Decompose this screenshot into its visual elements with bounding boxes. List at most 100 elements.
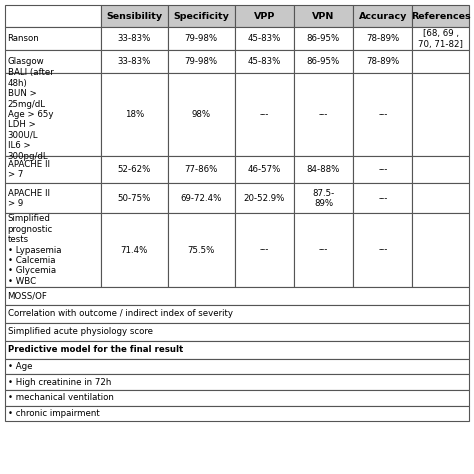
Text: BALI (after
48h)
BUN >
25mg/dL
Age > 65y
LDH >
300U/L
IL6 >
300pg/dL: BALI (after 48h) BUN > 25mg/dL Age > 65y… bbox=[8, 68, 54, 161]
Bar bbox=[294, 183, 353, 213]
Bar bbox=[5, 359, 469, 374]
Bar bbox=[412, 156, 469, 183]
Text: APACHE II
> 7: APACHE II > 7 bbox=[8, 160, 50, 179]
Bar bbox=[168, 50, 235, 73]
Text: 45-83%: 45-83% bbox=[247, 35, 281, 43]
Bar bbox=[353, 183, 412, 213]
Bar bbox=[294, 213, 353, 287]
Text: Correlation with outcome / indirect index of severity: Correlation with outcome / indirect inde… bbox=[8, 310, 233, 318]
Bar bbox=[294, 50, 353, 73]
Bar bbox=[101, 27, 168, 50]
Text: 77-86%: 77-86% bbox=[184, 165, 218, 174]
Bar bbox=[235, 73, 294, 156]
Bar bbox=[412, 213, 469, 287]
Bar bbox=[5, 287, 469, 305]
Text: 33-83%: 33-83% bbox=[118, 35, 151, 43]
Bar bbox=[168, 183, 235, 213]
Bar bbox=[412, 183, 469, 213]
Text: Specificity: Specificity bbox=[173, 12, 229, 20]
Bar bbox=[5, 50, 101, 73]
Text: Simplified
prognostic
tests
• Lypasemia
• Calcemia
• Glycemia
• WBC: Simplified prognostic tests • Lypasemia … bbox=[8, 214, 61, 286]
Bar bbox=[294, 27, 353, 50]
Text: Sensibility: Sensibility bbox=[106, 12, 163, 20]
Bar bbox=[5, 183, 101, 213]
Text: 86-95%: 86-95% bbox=[307, 35, 340, 43]
Bar bbox=[353, 50, 412, 73]
Text: • mechanical ventilation: • mechanical ventilation bbox=[8, 393, 113, 402]
Text: ---: --- bbox=[378, 194, 387, 203]
Text: ---: --- bbox=[319, 110, 328, 119]
Text: Accuracy: Accuracy bbox=[359, 12, 407, 20]
Bar bbox=[168, 156, 235, 183]
Text: 46-57%: 46-57% bbox=[247, 165, 281, 174]
Bar bbox=[353, 27, 412, 50]
Text: Predictive model for the final result: Predictive model for the final result bbox=[8, 346, 183, 354]
Bar bbox=[101, 5, 168, 27]
Text: • chronic impairment: • chronic impairment bbox=[8, 409, 100, 418]
Text: • High creatinine in 72h: • High creatinine in 72h bbox=[8, 378, 111, 387]
Bar bbox=[235, 5, 294, 27]
Bar bbox=[235, 50, 294, 73]
Text: 78-89%: 78-89% bbox=[366, 35, 400, 43]
Text: 69-72.4%: 69-72.4% bbox=[181, 194, 222, 203]
Bar bbox=[412, 5, 469, 27]
Bar bbox=[353, 73, 412, 156]
Text: [68, 69 ,
70, 71-82]: [68, 69 , 70, 71-82] bbox=[419, 29, 463, 48]
Bar bbox=[5, 305, 469, 323]
Text: 86-95%: 86-95% bbox=[307, 57, 340, 66]
Bar bbox=[412, 50, 469, 73]
Bar bbox=[5, 5, 101, 27]
Bar bbox=[412, 27, 469, 50]
Text: ---: --- bbox=[259, 246, 269, 255]
Text: 33-83%: 33-83% bbox=[118, 57, 151, 66]
Text: • Age: • Age bbox=[8, 362, 32, 371]
Bar bbox=[101, 73, 168, 156]
Bar bbox=[353, 5, 412, 27]
Bar bbox=[235, 27, 294, 50]
Text: ---: --- bbox=[319, 246, 328, 255]
Bar bbox=[168, 5, 235, 27]
Text: 52-62%: 52-62% bbox=[118, 165, 151, 174]
Bar bbox=[5, 390, 469, 406]
Bar bbox=[101, 156, 168, 183]
Text: 84-88%: 84-88% bbox=[307, 165, 340, 174]
Bar bbox=[412, 73, 469, 156]
Text: 78-89%: 78-89% bbox=[366, 57, 400, 66]
Text: Ranson: Ranson bbox=[8, 35, 39, 43]
Text: ---: --- bbox=[378, 165, 387, 174]
Text: ---: --- bbox=[378, 110, 387, 119]
Text: 20-52.9%: 20-52.9% bbox=[244, 194, 285, 203]
Text: 71.4%: 71.4% bbox=[121, 246, 148, 255]
Text: APACHE II
> 9: APACHE II > 9 bbox=[8, 189, 50, 208]
Bar bbox=[294, 73, 353, 156]
Bar bbox=[101, 50, 168, 73]
Bar bbox=[5, 213, 101, 287]
Text: 50-75%: 50-75% bbox=[118, 194, 151, 203]
Text: VPN: VPN bbox=[312, 12, 335, 20]
Text: Glasgow: Glasgow bbox=[8, 57, 44, 66]
Bar bbox=[294, 5, 353, 27]
Bar bbox=[235, 213, 294, 287]
Text: 79-98%: 79-98% bbox=[184, 35, 218, 43]
Bar bbox=[235, 156, 294, 183]
Text: ---: --- bbox=[378, 246, 387, 255]
Bar bbox=[5, 374, 469, 390]
Bar bbox=[294, 156, 353, 183]
Bar bbox=[168, 213, 235, 287]
Text: 45-83%: 45-83% bbox=[247, 57, 281, 66]
Bar bbox=[5, 73, 101, 156]
Text: MOSS/OF: MOSS/OF bbox=[8, 292, 47, 300]
Bar bbox=[101, 213, 168, 287]
Bar bbox=[5, 341, 469, 359]
Bar bbox=[168, 73, 235, 156]
Text: ---: --- bbox=[259, 110, 269, 119]
Bar bbox=[353, 156, 412, 183]
Text: References: References bbox=[411, 12, 471, 20]
Bar bbox=[235, 183, 294, 213]
Text: 18%: 18% bbox=[125, 110, 144, 119]
Text: 75.5%: 75.5% bbox=[188, 246, 215, 255]
Bar bbox=[168, 27, 235, 50]
Bar bbox=[353, 213, 412, 287]
Text: VPP: VPP bbox=[254, 12, 275, 20]
Text: Simplified acute physiology score: Simplified acute physiology score bbox=[8, 328, 153, 336]
